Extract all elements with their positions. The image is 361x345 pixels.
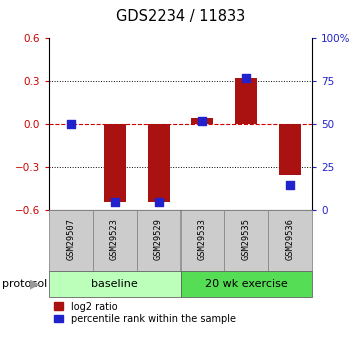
Point bbox=[112, 199, 117, 205]
Bar bbox=[136, 210, 180, 271]
Text: GSM29507: GSM29507 bbox=[66, 218, 75, 260]
Point bbox=[287, 182, 293, 187]
Bar bbox=[225, 210, 268, 271]
Bar bbox=[148, 124, 170, 202]
Text: GSM29535: GSM29535 bbox=[242, 218, 251, 260]
Legend: log2 ratio, percentile rank within the sample: log2 ratio, percentile rank within the s… bbox=[53, 302, 236, 324]
Text: GSM29536: GSM29536 bbox=[286, 218, 295, 260]
Text: GSM29529: GSM29529 bbox=[154, 218, 163, 260]
Point bbox=[200, 118, 205, 124]
Text: GDS2234 / 11833: GDS2234 / 11833 bbox=[116, 9, 245, 23]
Bar bbox=[191, 118, 213, 124]
Bar bbox=[180, 210, 225, 271]
Text: protocol: protocol bbox=[2, 279, 47, 289]
Bar bbox=[235, 78, 257, 124]
Point bbox=[68, 121, 74, 127]
Bar bbox=[49, 271, 180, 297]
Text: GSM29533: GSM29533 bbox=[198, 218, 207, 260]
Text: GSM29523: GSM29523 bbox=[110, 218, 119, 260]
Text: baseline: baseline bbox=[91, 279, 138, 289]
Point bbox=[156, 199, 161, 205]
Bar bbox=[104, 124, 126, 202]
Text: 20 wk exercise: 20 wk exercise bbox=[205, 279, 288, 289]
Point bbox=[243, 75, 249, 80]
Bar bbox=[279, 124, 301, 175]
Bar bbox=[268, 210, 312, 271]
Text: ▶: ▶ bbox=[30, 277, 39, 290]
Bar bbox=[180, 271, 312, 297]
Bar bbox=[93, 210, 136, 271]
Bar bbox=[49, 210, 93, 271]
